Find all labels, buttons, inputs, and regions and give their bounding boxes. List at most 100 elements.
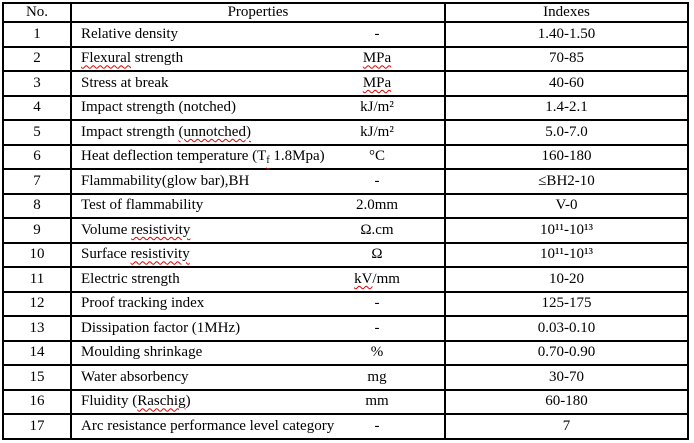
index-cell: 160-180 <box>444 143 689 171</box>
row-number-cell: 12 <box>2 290 72 318</box>
row-number-cell: 13 <box>2 315 72 342</box>
property-name: Impact strength (notched) <box>81 99 236 115</box>
row-number-cell: 3 <box>2 70 72 97</box>
row-number-cell: 10 <box>2 241 72 269</box>
text-run: strength <box>131 50 184 67</box>
table-row: 15 Water absorbency mg 30-70 <box>2 364 689 391</box>
text-run: 70-85 <box>549 50 584 67</box>
property-unit: Ω <box>332 244 422 267</box>
text-run: Flexural <box>81 50 131 67</box>
property-name: Flammability(glow bar),BH <box>81 173 249 189</box>
property-unit: °C <box>332 146 422 169</box>
text-run: Stress at break <box>81 74 169 91</box>
property-cell: Impact strength (unnotched) kJ/m² <box>70 119 446 146</box>
index-cell: ≤BH2-10 <box>444 168 689 195</box>
index-cell: 70-85 <box>444 45 689 73</box>
index-cell: 1.4-2.1 <box>444 94 689 122</box>
property-name: Relative density <box>81 26 178 42</box>
table-row: 8 Test of flammability 2.0mm V-0 <box>2 192 689 220</box>
property-cell: Dissipation factor (1MHz) - <box>70 315 446 342</box>
table-row: 3 Stress at break MPa 40-60 <box>2 70 689 97</box>
property-cell: Flexural strength MPa <box>70 45 446 73</box>
header-no: No. <box>2 2 72 23</box>
property-cell: Volume resistivity Ω.cm <box>70 217 446 244</box>
text-run: - <box>374 25 380 42</box>
text-run: 10¹¹-10¹³ <box>540 221 593 238</box>
text-run: MPa <box>362 74 392 91</box>
property-cell: Arc resistance performance level categor… <box>70 413 446 440</box>
text-run: Impact strength <box>81 123 179 140</box>
text-run: 10¹¹-10¹³ <box>540 246 593 263</box>
property-name: Arc resistance performance level categor… <box>81 418 334 434</box>
properties-table: No. Properties Indexes 1 Relative density… <box>2 2 689 440</box>
text-run: resistivity <box>131 221 191 238</box>
table-row: 7 Flammability(glow bar),BH - ≤BH2-10 <box>2 168 689 195</box>
row-number-cell: 11 <box>2 266 72 293</box>
index-cell: V-0 <box>444 192 689 220</box>
text-run: kJ/m² <box>360 99 394 116</box>
header-indexes: Indexes <box>444 2 689 23</box>
text-run: Test of flammability <box>81 197 204 214</box>
property-name: Proof tracking index <box>81 295 204 311</box>
property-unit: MPa <box>332 48 422 71</box>
text-run: V-0 <box>555 197 578 214</box>
property-unit: - <box>332 170 422 193</box>
property-cell: Heat deflection temperature (Tf 1.8Mpa) °… <box>70 143 446 171</box>
text-run: Flammability(glow bar),BH <box>81 172 250 189</box>
text-run: 30-70 <box>549 368 584 385</box>
property-cell: Moulding shrinkage% <box>70 339 446 367</box>
property-unit: mg <box>332 366 422 389</box>
text-run: - <box>374 418 380 435</box>
property-name: Volume resistivity <box>81 222 190 238</box>
property-unit: 2.0mm <box>332 195 422 218</box>
index-cell: 60-180 <box>444 388 689 416</box>
text-run: 1.4-2.1 <box>545 99 588 116</box>
property-cell: Fluidity (Raschig) mm <box>70 388 446 416</box>
property-unit: Ω.cm <box>332 219 422 242</box>
text-run: Electric strength <box>81 270 180 287</box>
property-name: Fluidity (Raschig) <box>81 393 191 409</box>
text-run: - <box>374 295 380 312</box>
text-run: 1.40-1.50 <box>537 25 596 42</box>
property-name: Electric strength <box>81 271 180 287</box>
text-run: mg <box>367 368 387 385</box>
text-run: Ω <box>371 246 383 263</box>
text-run: Ω.cm <box>360 221 394 238</box>
property-cell: Relative density - <box>70 21 446 48</box>
property-unit: MPa <box>332 72 422 95</box>
property-cell: Stress at break MPa <box>70 70 446 97</box>
property-name: Moulding shrinkage <box>81 344 202 360</box>
table-row: 13 Dissipation factor (1MHz) - 0.03-0.10 <box>2 315 689 342</box>
table-row: 6 Heat deflection temperature (Tf 1.8Mpa)… <box>2 143 689 171</box>
row-number-cell: 5 <box>2 119 72 146</box>
index-cell: 1.40-1.50 <box>444 21 689 48</box>
text-run: Arc resistance performance level categor… <box>81 418 335 435</box>
text-run: 5.0-7.0 <box>545 123 588 140</box>
text-run: 2.0mm <box>355 197 399 214</box>
property-unit: kV/mm <box>332 268 422 291</box>
property-name: Surface resistivity <box>81 246 190 262</box>
property-unit: kJ/m² <box>332 97 422 120</box>
text-run: 10-20 <box>549 270 584 287</box>
row-number-cell: 2 <box>2 45 72 73</box>
index-cell: 10-20 <box>444 266 689 293</box>
property-name: Heat deflection temperature (Tf 1.8Mpa) <box>81 148 325 166</box>
text-run: Volume <box>81 221 132 238</box>
property-cell: Proof tracking index - <box>70 290 446 318</box>
index-cell: 0.03-0.10 <box>444 315 689 342</box>
index-cell: 10¹¹-10¹³ <box>444 241 689 269</box>
text-run: ≤BH2-10 <box>538 172 595 189</box>
header-properties: Properties <box>70 2 446 23</box>
text-run: Moulding shrinkage <box>81 344 203 361</box>
text-run: 60-180 <box>545 393 588 410</box>
text-run: Proof tracking index <box>81 295 205 312</box>
row-number-cell: 8 <box>2 192 72 220</box>
index-cell: 30-70 <box>444 364 689 391</box>
property-cell: Electric strength kV/mm <box>70 266 446 293</box>
text-run: 125-175 <box>541 295 592 312</box>
table-row: 17 Arc resistance performance level categ… <box>2 413 689 440</box>
text-run: Heat deflection temperature (T <box>81 148 267 165</box>
text-run: ) <box>185 393 191 410</box>
header-row: No. Properties Indexes <box>2 2 689 23</box>
property-cell: Impact strength (notched) kJ/m² <box>70 94 446 122</box>
